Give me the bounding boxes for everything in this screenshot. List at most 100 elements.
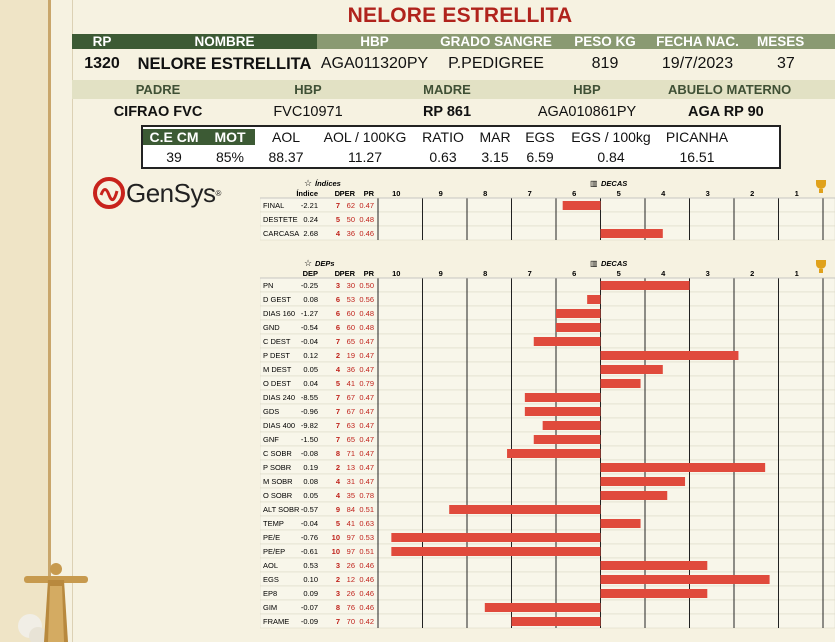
- deps-column-2: PER: [340, 269, 356, 278]
- deps-row-value: -0.07: [301, 603, 318, 612]
- deps-bar-m-dest: [600, 365, 663, 374]
- deps-row-pr: 0.42: [359, 617, 374, 626]
- label-abuelo-materno: ABUELO MATERNO: [668, 82, 792, 97]
- deps-row-pr: 0.48: [359, 323, 374, 332]
- gensys-logo-text: GenSys: [126, 177, 216, 208]
- deps-decas-icon: ▥: [590, 259, 598, 268]
- deps-bar-m-sobr: [600, 477, 686, 486]
- deps-row-d: 10: [332, 547, 340, 556]
- deps-row-value: 0.10: [303, 575, 318, 584]
- deps-row-pr: 0.51: [359, 505, 374, 514]
- indices-trophy-base: [819, 189, 823, 193]
- indices-header-bg: [260, 178, 835, 198]
- deps-row-per: 71: [347, 449, 355, 458]
- deps-row-pr: 0.47: [359, 351, 374, 360]
- metric-label-mot: MOT: [205, 129, 255, 145]
- deps-deca-2: 2: [750, 269, 754, 278]
- deps-row-d: 6: [336, 323, 340, 332]
- deps-row-pr: 0.50: [359, 281, 374, 290]
- value-abuelo-materno: AGA RP 90: [688, 104, 764, 120]
- deps-bar-frame: [511, 617, 601, 626]
- deps-bar-egs: [600, 575, 770, 584]
- deps-row-name: GND: [263, 323, 280, 332]
- value-rp: 1320: [84, 55, 120, 72]
- deps-row-name: M DEST: [263, 365, 292, 374]
- deps-row-name: O SOBR: [263, 491, 293, 500]
- indices-chart: ☆ Índices ▥ DECAS Índice D PER PR 10 9 8 7 6 5 4 3 2 1 FIN…: [260, 178, 835, 242]
- deps-row-value: 0.09: [303, 589, 318, 598]
- deps-row-per: 67: [347, 407, 355, 416]
- deps-row-name: C DEST: [263, 337, 291, 346]
- deps-deca-7: 7: [528, 269, 532, 278]
- metric-label-mar: MAR: [479, 129, 511, 145]
- deps-row-value: -8.55: [301, 393, 318, 402]
- indices-svg: ☆ Índices ▥ DECAS Índice D PER PR 10 9 8 7 6 5 4 3 2 1 FIN…: [260, 178, 835, 241]
- indices-deca-10: 10: [392, 189, 400, 198]
- deps-row-d: 3: [336, 589, 340, 598]
- deps-bar-temp: [600, 519, 641, 528]
- deps-column-0: DEP: [303, 269, 318, 278]
- deps-row-value: -0.08: [301, 449, 318, 458]
- indices-decas-icon: ▥: [590, 179, 598, 188]
- deps-row-d: 3: [336, 561, 340, 570]
- deps-column-3: PR: [364, 269, 375, 278]
- deps-row-value: 0.12: [303, 351, 318, 360]
- deps-row-pr: 0.46: [359, 589, 374, 598]
- label-madre: MADRE: [423, 82, 471, 97]
- animal-header-values: 1320 NELORE ESTRELLITA AGA011320PY P.PED…: [72, 52, 835, 76]
- trophy-icon: [816, 260, 826, 273]
- value-meses: 37: [777, 55, 795, 72]
- deps-deca-6: 6: [572, 269, 576, 278]
- deps-row-value: -0.61: [301, 547, 318, 556]
- indices-row-per: 36: [347, 229, 355, 238]
- trophy-icon: [816, 180, 826, 193]
- deps-row-pr: 0.78: [359, 491, 374, 500]
- deps-row-d: 2: [336, 463, 340, 472]
- indices-row-bg: [260, 225, 835, 241]
- label-padre-hbp: HBP: [294, 82, 322, 97]
- deps-row-name: PE/EP: [263, 547, 285, 556]
- deps-chart: ☆ DEPs ▥ DECAS DEP D PER PR 10 9 8 7 6 5 4 3 2 1 PN -0.25 3 3…: [260, 258, 835, 630]
- indices-deca-7: 7: [528, 189, 532, 198]
- deps-row-pr: 0.53: [359, 533, 374, 542]
- label-grado-sangre: GRADO SANGRE: [432, 34, 560, 49]
- metrics-labels: C.E CM MOT AOL AOL / 100KG RATIO MAR EGS…: [143, 127, 779, 147]
- deps-row-d: 2: [336, 351, 340, 360]
- deps-row-per: 35: [347, 491, 355, 500]
- deps-row-name: P SOBR: [263, 463, 292, 472]
- indices-deca-6: 6: [572, 189, 576, 198]
- label-padre: PADRE: [135, 82, 181, 97]
- indices-row-pr: 0.47: [359, 201, 374, 210]
- deps-row-name: M SOBR: [263, 477, 293, 486]
- indices-star-icon: ☆: [304, 178, 312, 188]
- deps-row-value: -0.04: [301, 519, 318, 528]
- indices-deca-9: 9: [439, 189, 443, 198]
- deps-row-value: 0.04: [303, 379, 318, 388]
- deps-deca-4: 4: [661, 269, 666, 278]
- deps-row-name: D GEST: [263, 295, 291, 304]
- value-grado-sangre: P.PEDIGREE: [448, 55, 544, 72]
- deps-row-per: 26: [347, 561, 355, 570]
- animal-header-labels: RP NOMBRE HBP GRADO SANGRE PESO KG FECHA…: [72, 32, 835, 51]
- indices-row-value: -2.21: [301, 201, 318, 210]
- indices-row-value: 0.24: [303, 215, 318, 224]
- deps-axis-title: DECAS: [601, 259, 627, 268]
- deps-row-per: 60: [347, 323, 355, 332]
- deps-bar-c-sobr: [507, 449, 601, 458]
- indices-column-1: D: [335, 189, 341, 198]
- deps-row-per: 12: [347, 575, 355, 584]
- deps-row-d: 7: [336, 407, 340, 416]
- deps-row-per: 41: [347, 519, 355, 528]
- deps-row-per: 65: [347, 337, 355, 346]
- deps-row-d: 7: [336, 393, 340, 402]
- deps-row-pr: 0.46: [359, 561, 374, 570]
- gensys-logo-icon: [93, 177, 125, 209]
- label-rp: RP: [72, 34, 132, 49]
- indices-row-d: 7: [336, 201, 340, 210]
- deps-bar-pe-ep: [391, 547, 601, 556]
- deps-row-name: C SOBR: [263, 449, 292, 458]
- label-madre-hbp: HBP: [573, 82, 601, 97]
- deps-row-name: GDS: [263, 407, 279, 416]
- deps-row-name: EGS: [263, 575, 279, 584]
- metric-value-ratio: 0.63: [429, 149, 457, 165]
